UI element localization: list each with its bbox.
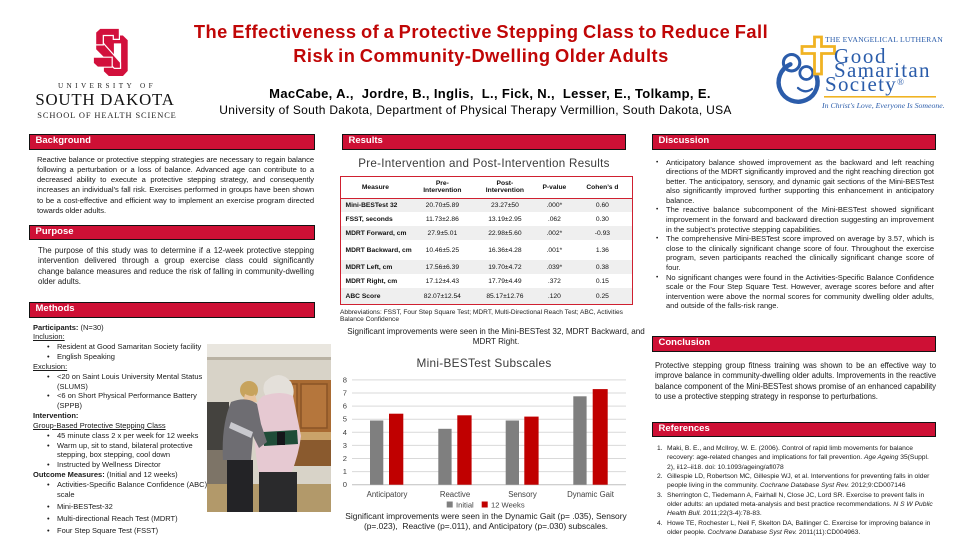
svg-text:12 Weeks: 12 Weeks [491,501,525,510]
svg-text:In Christ's Love, Everyone Is: In Christ's Love, Everyone Is Someone. [821,101,945,110]
svg-text:THE EVANGELICAL LUTHERAN: THE EVANGELICAL LUTHERAN [825,35,943,44]
svg-text:4: 4 [343,428,347,437]
svg-text:2: 2 [343,454,347,463]
svg-text:0: 0 [343,480,347,489]
svg-text:Anticipatory: Anticipatory [367,490,408,499]
svg-text:Initial: Initial [456,501,474,510]
svg-text:6: 6 [343,402,347,411]
svg-text:Samaritan: Samaritan [834,58,931,82]
svg-text:3: 3 [343,441,347,450]
svg-text:Sensory: Sensory [508,490,537,499]
svg-text:Good: Good [834,44,887,68]
svg-text:Dynamic Gait: Dynamic Gait [567,490,615,499]
svg-text:7: 7 [343,389,347,398]
svg-text:1: 1 [343,467,347,476]
svg-text:Society®: Society® [825,72,905,96]
svg-text:5: 5 [343,415,347,424]
svg-text:8: 8 [343,375,347,384]
svg-text:Reactive: Reactive [440,490,470,499]
